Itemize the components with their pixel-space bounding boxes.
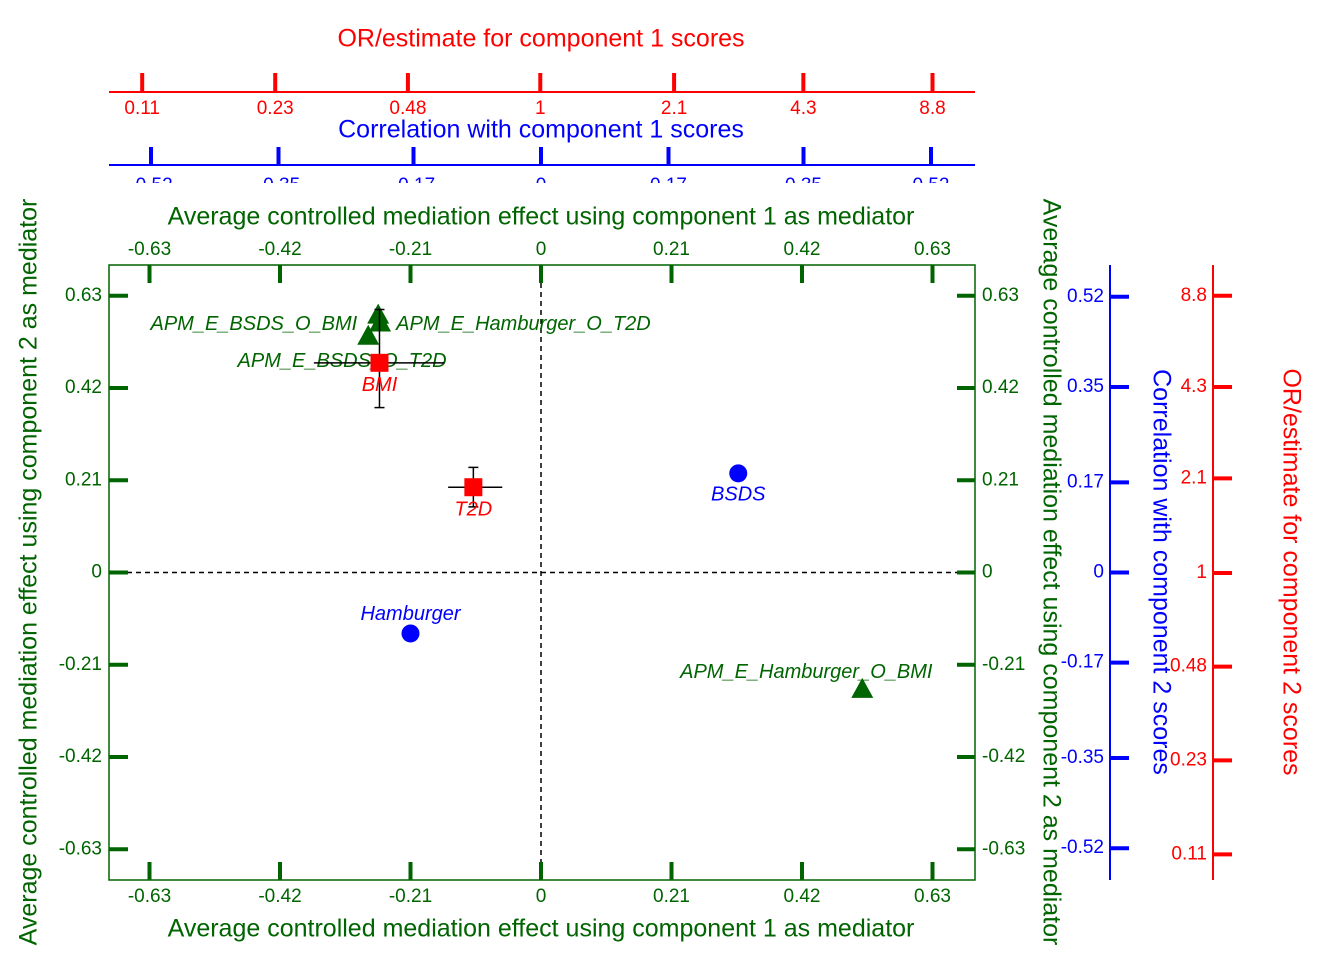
point [464,478,483,497]
corr-y-tick-label: -0.17 [1061,652,1104,673]
y-tick-label-right: 0.63 [982,285,1019,306]
point-label: APM_E_BSDS_O_T2D [237,350,447,372]
x-axis-title: Average controlled mediation effect usin… [168,915,915,943]
point-label: BMI [362,374,398,396]
or-y-tick-label: 2.1 [1181,467,1207,488]
y-tick-label: -0.63 [59,838,102,859]
or-y-tick-label: 0.48 [1170,656,1207,677]
x-tick-label: 0.63 [914,886,951,907]
y-tick-label-right: -0.42 [982,746,1025,767]
corr-x-tick-label: -0.35 [257,175,300,196]
y-axis-title: Average controlled mediation effect usin… [15,199,43,946]
or-y-tick-label: 1 [1196,562,1207,583]
or-x-tick-label: 1 [535,98,546,119]
y-tick-label: 0.42 [65,377,102,398]
y-axis-title-right: Average controlled mediation effect usin… [1037,199,1065,946]
x-tick-label-top: 0.63 [914,239,951,260]
y-tick-label: 0.63 [65,285,102,306]
or-y-title: OR/estimate for component 2 scores [1277,368,1305,775]
y-tick-label-right: -0.21 [982,654,1025,675]
corr-y-tick-label: 0.52 [1067,286,1104,307]
y-tick-label-right: 0.42 [982,377,1019,398]
or-x-tick-label: 4.3 [790,98,816,119]
y-tick-label: 0 [91,562,102,583]
point [401,624,420,643]
or-x-tick-label: 0.11 [124,98,160,119]
corr-x-title: Correlation with component 1 scores [338,116,744,144]
point [851,677,874,698]
point-label: T2D [454,498,492,520]
x-tick-label: -0.42 [258,886,301,907]
x-tick-label: -0.21 [389,886,432,907]
or-x-tick-label: 2.1 [661,98,687,119]
corr-y-tick-label: 0.35 [1067,376,1104,397]
corr-y-tick-label: 0.17 [1067,471,1104,492]
or-y-tick-label: 4.3 [1181,376,1207,397]
x-tick-label-top: -0.21 [389,239,432,260]
or-x-tick-label: 0.48 [389,98,426,119]
point-label: BSDS [711,484,766,506]
or-x-title: OR/estimate for component 1 scores [337,25,744,53]
corr-y-tick-label: -0.52 [1061,837,1104,858]
corr-y-tick-label: 0 [1093,562,1104,583]
point-label: APM_E_Hamburger_O_T2D [395,313,651,335]
x-tick-label-top: 0 [536,239,547,260]
corr-x-tick-label: 0.35 [785,175,822,196]
y-tick-label: -0.21 [59,654,102,675]
corr-y-title: Correlation with component 2 scores [1147,369,1175,775]
point-label: APM_E_Hamburger_O_BMI [679,661,933,683]
y-tick-label: 0.21 [65,469,102,490]
point-label: Hamburger [360,603,461,625]
corr-x-tick-label: -0.52 [129,175,172,196]
or-y-tick-label: 0.23 [1170,749,1207,770]
corr-x-tick-label: -0.17 [392,175,435,196]
y-tick-label: -0.42 [59,746,102,767]
or-x-tick-label: 0.23 [257,98,294,119]
corr-x-tick-label: 0.52 [913,175,950,196]
point [357,324,380,345]
or-y-tick-label: 0.11 [1171,843,1207,864]
point [370,353,389,372]
or-y-tick-label: 8.8 [1181,285,1207,306]
x-tick-label-top: 0.42 [784,239,821,260]
x-axis-title-top: Average controlled mediation effect usin… [168,203,915,231]
y-tick-label-right: 0.21 [982,469,1019,490]
y-tick-label-right: 0 [982,562,993,583]
or-x-tick-label: 8.8 [919,98,945,119]
point-label: APM_E_BSDS_O_BMI [149,313,357,335]
x-tick-label: 0 [536,886,547,907]
corr-x-tick-label: 0 [536,175,547,196]
x-tick-label-top: 0.21 [653,239,690,260]
x-tick-label-top: -0.63 [128,239,171,260]
corr-x-tick-label: 0.17 [650,175,687,196]
corr-y-tick-label: -0.35 [1061,747,1104,768]
x-tick-label: 0.42 [784,886,821,907]
corr-tick-labels: -0.52 -0.35 -0.17 0 0.17 0.35 0.52 [129,175,950,196]
point [729,464,748,483]
y-tick-label-right: -0.63 [982,838,1025,859]
x-tick-label-top: -0.42 [258,239,301,260]
x-tick-label: 0.21 [653,886,690,907]
x-tick-label: -0.63 [128,886,171,907]
